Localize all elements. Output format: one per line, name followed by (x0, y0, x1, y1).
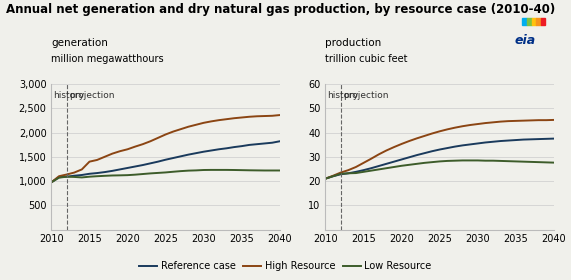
Text: trillion cubic feet: trillion cubic feet (325, 54, 408, 64)
Text: Annual net generation and dry natural gas production, by resource case (2010-40): Annual net generation and dry natural ga… (6, 3, 555, 16)
Text: generation: generation (51, 38, 108, 48)
Text: history: history (327, 91, 358, 100)
Legend: Reference case, High Resource, Low Resource: Reference case, High Resource, Low Resou… (135, 257, 436, 275)
Text: production: production (325, 38, 382, 48)
Text: projection: projection (343, 91, 388, 100)
Text: projection: projection (69, 91, 114, 100)
Text: eia: eia (515, 34, 536, 46)
Text: million megawatthours: million megawatthours (51, 54, 164, 64)
Text: history: history (53, 91, 84, 100)
